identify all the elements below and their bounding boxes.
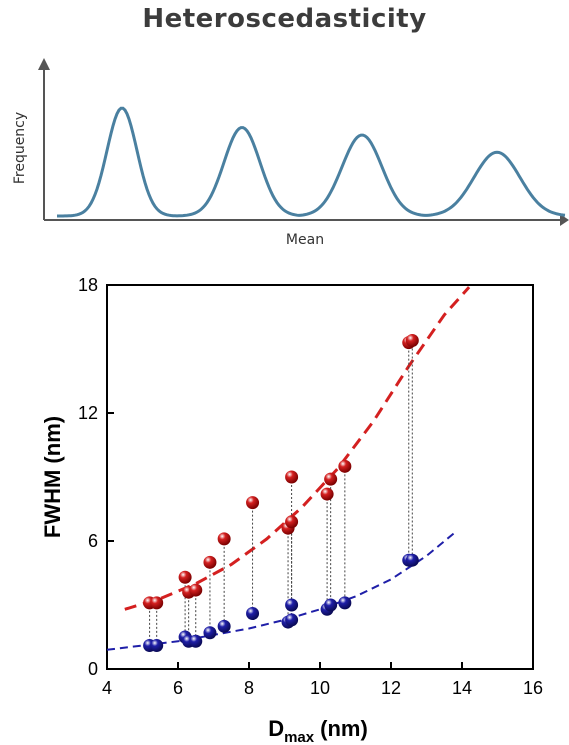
blue-data-point bbox=[189, 634, 203, 648]
red-data-point bbox=[405, 333, 419, 347]
x-tick-label: 12 bbox=[381, 678, 401, 698]
x-tick-label: 10 bbox=[310, 678, 330, 698]
plot-frame bbox=[106, 284, 534, 670]
x-tick-label: 6 bbox=[173, 678, 183, 698]
blue-data-point bbox=[246, 607, 260, 621]
y-axis-title: FWHM (nm) bbox=[40, 416, 65, 538]
axis-ticks: 4 6 8 10 12 14 16 0 6 12 18 bbox=[78, 275, 543, 698]
x-tick-label: 14 bbox=[452, 678, 472, 698]
blue-data-point bbox=[338, 596, 352, 610]
blue-data-point bbox=[217, 619, 231, 633]
red-data-point bbox=[203, 555, 217, 569]
x-tick-label: 4 bbox=[102, 678, 112, 698]
red-data-point bbox=[178, 570, 192, 584]
y-tick-label: 6 bbox=[88, 531, 98, 551]
connector-lines bbox=[149, 340, 413, 646]
red-data-point bbox=[320, 487, 334, 501]
red-data-point bbox=[217, 532, 231, 546]
blue-data-point bbox=[203, 626, 217, 640]
x-axis-title: Dmax (nm) bbox=[268, 716, 368, 745]
red-data-point bbox=[324, 472, 338, 486]
x-axis-title-subscript: max bbox=[284, 729, 315, 745]
y-tick-label: 0 bbox=[88, 659, 98, 679]
y-tick-label: 12 bbox=[78, 403, 98, 423]
top-chart-title: Heteroscedasticity bbox=[142, 4, 427, 34]
x-axis-title-unit: (nm) bbox=[320, 716, 368, 741]
top-x-axis-arrow-icon bbox=[560, 214, 569, 226]
heteroscedasticity-schematic: Mean Frequency bbox=[12, 58, 569, 248]
red-data-point bbox=[285, 470, 299, 484]
x-tick-label: 8 bbox=[244, 678, 254, 698]
top-y-axis-title: Frequency bbox=[12, 112, 28, 184]
red-data-point bbox=[246, 496, 260, 510]
x-axis-title-main: D bbox=[268, 716, 284, 741]
red-data-point bbox=[189, 583, 203, 597]
blue-data-point bbox=[285, 613, 299, 627]
fwhm-scatter-chart: 4 6 8 10 12 14 16 0 6 12 18 FWHM (nm) Dmax (nm) bbox=[40, 275, 543, 745]
top-y-axis-arrow-icon bbox=[38, 58, 50, 70]
red-data-point bbox=[285, 515, 299, 529]
blue-data-point bbox=[405, 553, 419, 567]
data-points bbox=[143, 333, 419, 653]
bell-curve-line bbox=[57, 106, 566, 218]
blue-data-point bbox=[324, 598, 338, 612]
blue-data-point bbox=[150, 639, 164, 653]
top-x-axis-title: Mean bbox=[286, 232, 324, 248]
red-data-point bbox=[150, 596, 164, 610]
blue-data-point bbox=[285, 598, 299, 612]
bell-curves bbox=[57, 106, 566, 218]
y-tick-label: 18 bbox=[78, 275, 98, 295]
blue-fit-line bbox=[106, 531, 456, 651]
red-data-point bbox=[338, 459, 352, 473]
x-tick-label: 16 bbox=[523, 678, 543, 698]
